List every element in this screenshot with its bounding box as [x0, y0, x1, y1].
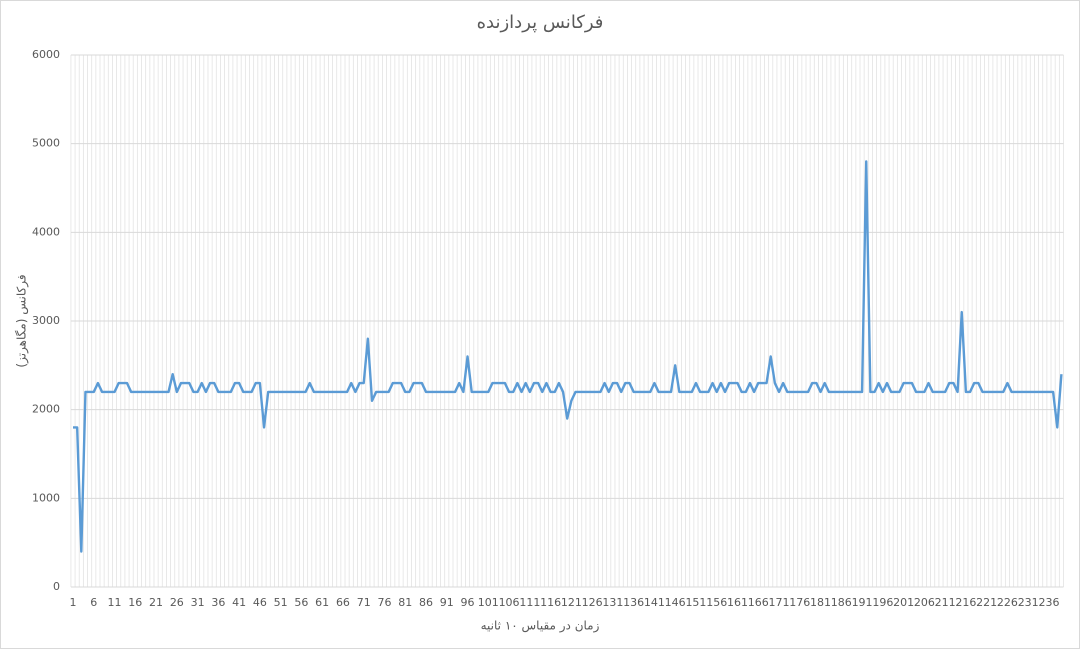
x-tick-label: 191 [852, 596, 873, 609]
x-tick-label: 221 [976, 596, 997, 609]
y-tick-label: 4000 [32, 225, 60, 238]
y-tick-label: 5000 [32, 137, 60, 150]
x-tick-label: 141 [644, 596, 665, 609]
x-tick-label: 71 [357, 596, 371, 609]
x-tick-label: 126 [582, 596, 603, 609]
y-tick-label: 6000 [32, 48, 60, 61]
chart-title: فرکانس پردازنده [477, 12, 604, 33]
y-tick-label: 0 [53, 580, 60, 593]
x-tick-label: 1 [70, 596, 77, 609]
data-line [73, 160, 1063, 553]
x-tick-label: 11 [108, 596, 122, 609]
x-tick-label: 81 [398, 596, 412, 609]
x-tick-label: 226 [997, 596, 1018, 609]
x-tick-label: 21 [149, 596, 163, 609]
x-tick-label: 156 [706, 596, 727, 609]
x-tick-label: 146 [665, 596, 686, 609]
x-tick-label: 46 [253, 596, 267, 609]
y-tick-label: 1000 [32, 491, 60, 504]
x-tick-label: 176 [789, 596, 810, 609]
x-tick-label: 196 [872, 596, 893, 609]
y-axis-title: فرکانس (مگاهرتز) [15, 274, 30, 367]
x-tick-label: 26 [170, 596, 184, 609]
x-tick-label: 181 [810, 596, 831, 609]
x-tick-label: 206 [914, 596, 935, 609]
x-tick-label: 91 [440, 596, 454, 609]
x-tick-label: 186 [831, 596, 852, 609]
x-tick-label: 116 [540, 596, 561, 609]
x-tick-label: 51 [274, 596, 288, 609]
x-tick-label: 111 [519, 596, 540, 609]
y-tick-label: 2000 [32, 403, 60, 416]
x-tick-label: 211 [935, 596, 956, 609]
x-tick-label: 136 [623, 596, 644, 609]
x-tick-label: 151 [685, 596, 706, 609]
x-tick-label: 101 [478, 596, 499, 609]
x-tick-label: 171 [769, 596, 790, 609]
y-tick-label: 3000 [32, 314, 60, 327]
x-tick-label: 86 [419, 596, 433, 609]
x-tick-label: 96 [461, 596, 475, 609]
x-tick-label: 216 [955, 596, 976, 609]
x-tick-label: 201 [893, 596, 914, 609]
x-tick-label: 61 [315, 596, 329, 609]
x-axis-title: زمان در مقیاس ۱۰ ثانیه [481, 619, 600, 634]
x-tick-label: 131 [602, 596, 623, 609]
x-tick-label: 16 [128, 596, 142, 609]
x-tick-label: 36 [211, 596, 225, 609]
x-tick-label: 231 [1018, 596, 1039, 609]
x-tick-label: 121 [561, 596, 582, 609]
x-tick-label: 76 [377, 596, 391, 609]
x-tick-label: 41 [232, 596, 246, 609]
x-tick-label: 66 [336, 596, 350, 609]
x-tick-label: 106 [499, 596, 520, 609]
x-tick-label: 31 [191, 596, 205, 609]
x-tick-label: 161 [727, 596, 748, 609]
x-tick-label: 166 [748, 596, 769, 609]
x-tick-label: 236 [1038, 596, 1059, 609]
x-tick-label: 56 [294, 596, 308, 609]
x-tick-label: 6 [90, 596, 97, 609]
